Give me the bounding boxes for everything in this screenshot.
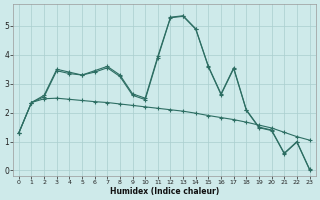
- X-axis label: Humidex (Indice chaleur): Humidex (Indice chaleur): [109, 187, 219, 196]
